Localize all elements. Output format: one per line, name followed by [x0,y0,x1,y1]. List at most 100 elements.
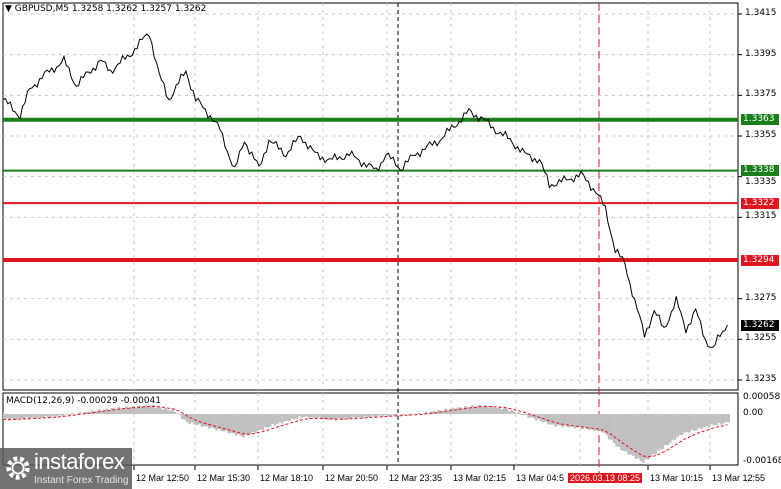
macd-histogram-bar [685,414,689,433]
macd-histogram-bar [371,414,374,416]
macd-histogram-bar [442,410,445,414]
macd-histogram-bar [615,414,618,447]
macd-histogram-bar [344,414,348,418]
macd-histogram-bar [363,414,367,417]
macd-histogram-bar [300,414,304,418]
macd-histogram-bar [724,414,728,422]
macd-histogram-bar [351,414,355,418]
macd-histogram-bar [488,407,491,414]
macd-histogram-bar [51,414,55,416]
macd-histogram-bar [183,414,187,420]
macd-histogram-bar [266,414,270,428]
macd-histogram-bar [268,414,272,427]
macd-histogram-bar [507,411,511,414]
macd-histogram-bar [195,414,199,426]
macd-histogram-bar [124,406,128,414]
macd-histogram-bar [661,414,665,449]
macd-histogram-bar [85,411,89,414]
time-tick-label: 13 Mar 04:5 [516,473,565,483]
macd-histogram-bar [181,414,184,420]
macd-histogram-bar [610,414,613,440]
macd-histogram-bar [722,414,726,424]
symbol-header: ▼ GBPUSD,M5 1.3258 1.3262 1.3257 1.3262 [5,4,206,14]
main-plot-frame [2,2,739,391]
macd-histogram-bar [585,414,589,429]
macd-histogram-bar [551,414,555,425]
macd-histogram-bar [12,414,16,419]
macd-histogram-bar [205,414,209,427]
macd-histogram-bar [517,412,521,414]
macd-histogram-bar [198,414,201,425]
macd-histogram-bar [288,414,291,422]
macd-histogram-bar [61,414,65,417]
macd-histogram-bar [578,414,582,428]
macd-histogram-bar [654,414,657,455]
macd-histogram-bar [527,414,530,418]
macd-histogram-bar [463,406,467,414]
price-line [2,33,728,348]
price-tick-label: 1.3355 [745,129,777,140]
macd-histogram-bar [146,406,150,414]
macd-histogram-bar [720,414,723,425]
macd-histogram-bar [339,414,343,420]
macd-histogram-bar [359,414,362,418]
macd-histogram-bar [385,414,389,416]
macd-histogram-bar [576,414,579,428]
macd-histogram-bar [522,414,526,416]
macd-tick-label: 0.00 [743,408,764,418]
macd-histogram-bar [544,414,548,422]
macd-histogram-bar [46,414,50,418]
macd-histogram-bar [203,414,206,427]
macd-histogram-bar [254,414,257,434]
macd-histogram-bar [617,414,621,447]
macd-histogram-bar [634,414,638,459]
macd-histogram-bar [112,408,116,414]
macd-histogram-bar [600,414,604,433]
macd-histogram-bar [659,414,662,450]
macd-histogram-bar [107,410,111,414]
macd-histogram-bar [693,414,696,431]
macd-histogram-bar [127,408,130,414]
macd-histogram-bar [222,414,226,432]
macd-histogram-bar [122,408,126,414]
macd-histogram-bar [424,411,428,414]
macd-histogram-bar [229,414,233,433]
macd-histogram-bar [232,414,235,434]
macd-histogram-bar [705,414,709,427]
macd-histogram-bar [656,414,660,451]
macd-histogram-bar [315,414,318,420]
macd-histogram-bar [490,405,494,414]
triangle-down-icon[interactable]: ▼ [5,4,12,14]
macd-histogram-bar [188,414,191,425]
macd-histogram-bar [29,414,33,418]
macd-histogram-bar [110,407,113,414]
macd-histogram-bar [342,414,345,420]
macd-histogram-bar [234,414,238,436]
macd-histogram-bar [207,414,211,429]
instaforex-logo: instaforex Instant Forex Trading [0,448,132,489]
macd-histogram-bar [168,410,172,414]
time-tick-label: 12 Mar 18:10 [260,473,314,483]
time-tick-label: 13 Mar 10:15 [650,473,704,483]
macd-histogram-bar [159,407,162,414]
macd-signal-line [2,405,728,458]
macd-histogram-bar [637,414,640,459]
macd-histogram-bar [137,405,140,414]
time-tick-label: 12 Mar 23:35 [389,473,443,483]
macd-histogram-bar [105,408,109,414]
macd-histogram-bar [629,414,633,455]
macd-histogram-bar [534,414,538,421]
macd-histogram-bar [303,414,306,417]
macd-histogram-bar [5,414,9,419]
macd-histogram-bar [281,414,284,424]
cursor-time-label: 2026.03.13 08:25 [568,473,643,483]
logo-name: instaforex [34,449,125,474]
macd-histogram-bar [710,414,713,425]
macd-histogram-bar [607,414,611,440]
macd-histogram-bar [451,407,455,414]
macd-histogram-bar [322,414,326,420]
macd-histogram-bar [671,414,674,440]
macd-histogram-bar [171,409,174,414]
macd-histogram-bar [298,414,301,417]
